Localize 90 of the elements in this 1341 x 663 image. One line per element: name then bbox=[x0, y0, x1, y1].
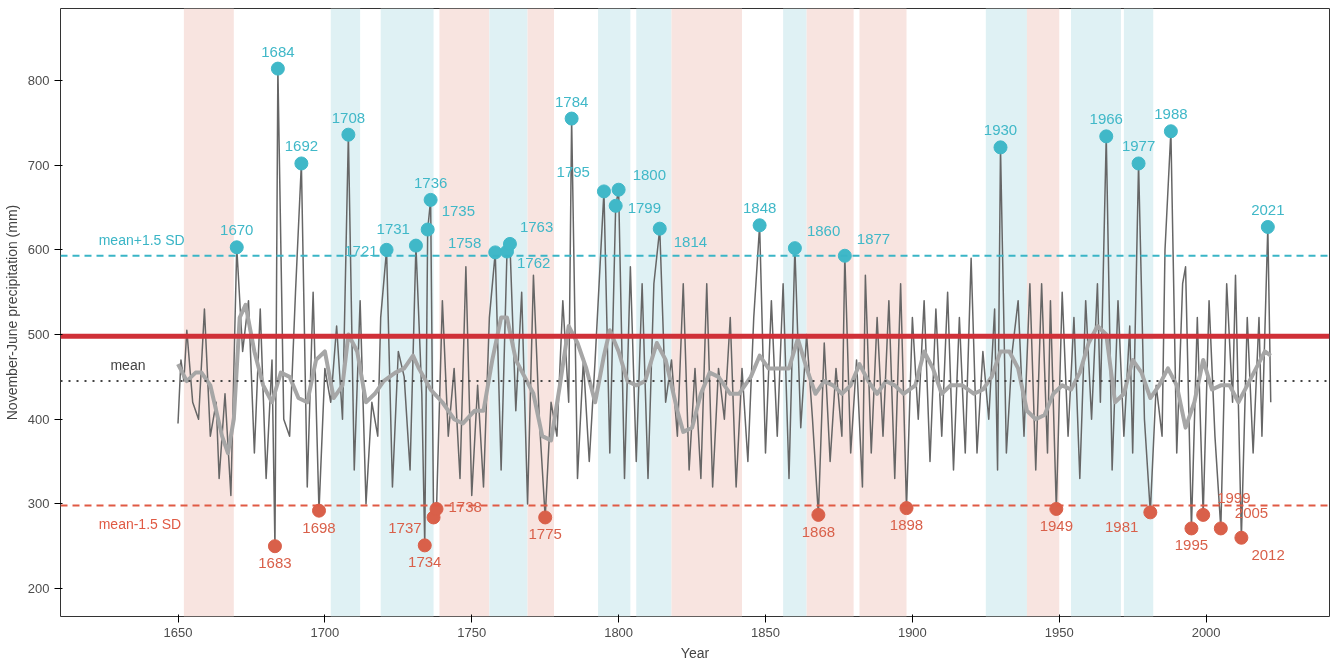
point bbox=[1049, 501, 1064, 516]
annotation: 1736 bbox=[413, 173, 448, 191]
annotation: 1737 bbox=[388, 519, 422, 537]
x-tick-label: 1800 bbox=[604, 624, 634, 640]
point bbox=[1260, 219, 1275, 234]
point bbox=[1234, 530, 1249, 545]
annotation: 1930 bbox=[983, 121, 1018, 139]
point bbox=[429, 501, 444, 516]
point bbox=[270, 61, 285, 76]
annotation: 1800 bbox=[632, 165, 666, 183]
point bbox=[341, 127, 356, 142]
y-tick-label: 500 bbox=[27, 327, 50, 343]
x-tick-label: 1900 bbox=[897, 624, 927, 640]
point bbox=[420, 222, 435, 237]
x-axis-title: Year bbox=[680, 644, 710, 661]
annotation: 1995 bbox=[1174, 536, 1209, 554]
y-tick-label: 400 bbox=[27, 411, 50, 427]
y-tick-label: 300 bbox=[27, 496, 50, 512]
annotation: 1981 bbox=[1104, 518, 1139, 536]
point bbox=[837, 248, 852, 263]
point bbox=[502, 236, 517, 251]
annotation: 2012 bbox=[1251, 545, 1285, 563]
annotation: 1868 bbox=[801, 522, 836, 540]
annotation: 1683 bbox=[258, 554, 292, 572]
point bbox=[564, 111, 579, 126]
annotation: 1738 bbox=[448, 497, 482, 515]
point bbox=[1143, 505, 1158, 520]
x-tick-label: 1700 bbox=[310, 624, 340, 640]
point bbox=[1196, 507, 1211, 522]
line-series bbox=[176, 302, 1273, 456]
y-tick-label: 700 bbox=[27, 157, 50, 173]
annotation: 1692 bbox=[284, 137, 319, 155]
annotation: 1731 bbox=[376, 219, 410, 237]
point bbox=[611, 182, 626, 197]
point bbox=[408, 238, 423, 253]
ref-line-label: mean-1.5 SD bbox=[98, 515, 182, 532]
y-tick-label: 600 bbox=[27, 242, 50, 258]
annotation: 1799 bbox=[627, 198, 662, 216]
annotation: 1898 bbox=[889, 516, 924, 534]
point bbox=[1213, 521, 1228, 536]
point bbox=[267, 539, 282, 554]
annotation: 1966 bbox=[1089, 110, 1123, 128]
point bbox=[423, 192, 438, 207]
y-tick-label: 800 bbox=[27, 72, 50, 88]
point bbox=[312, 503, 326, 518]
x-tick-label: 1650 bbox=[163, 624, 193, 640]
point bbox=[229, 240, 244, 255]
annotation: 1763 bbox=[519, 217, 554, 235]
point bbox=[417, 538, 432, 553]
point bbox=[899, 501, 914, 516]
point bbox=[652, 221, 667, 236]
annotation: 1758 bbox=[447, 234, 482, 252]
annotation: 1775 bbox=[528, 525, 562, 543]
annotation: 1860 bbox=[806, 222, 841, 240]
point bbox=[608, 198, 623, 213]
point bbox=[379, 242, 394, 257]
annotation: 1949 bbox=[1039, 516, 1073, 534]
x-tick-label: 1950 bbox=[1044, 624, 1074, 640]
point bbox=[752, 218, 767, 233]
annotation: 1708 bbox=[331, 108, 366, 126]
point bbox=[294, 156, 309, 171]
annotation: 1814 bbox=[673, 232, 708, 250]
point bbox=[811, 507, 826, 522]
annotation: 1977 bbox=[1121, 137, 1156, 155]
y-axis-title: November-June precipitation (mm) bbox=[3, 204, 20, 421]
x-tick-label: 1850 bbox=[751, 624, 780, 640]
ref-line-label: mean+1.5 SD bbox=[98, 231, 185, 248]
annotation: 2021 bbox=[1251, 200, 1285, 218]
y-tick-label: 200 bbox=[27, 581, 50, 597]
point bbox=[596, 184, 611, 199]
point bbox=[1099, 129, 1114, 144]
annotation: 1734 bbox=[408, 553, 442, 571]
annotation: 1877 bbox=[856, 229, 891, 247]
annotation: 1762 bbox=[517, 253, 551, 271]
annotation: 1988 bbox=[1154, 105, 1188, 123]
annotation: 1684 bbox=[261, 42, 295, 60]
ref-line-label: mean bbox=[110, 357, 146, 374]
annotation: 1735 bbox=[441, 201, 476, 219]
x-tick-label: 1750 bbox=[457, 624, 487, 640]
point bbox=[787, 241, 802, 256]
point bbox=[1163, 124, 1178, 139]
point bbox=[1184, 521, 1199, 536]
annotation: 1698 bbox=[302, 518, 336, 536]
point bbox=[538, 510, 553, 525]
x-tick-label: 2000 bbox=[1191, 624, 1221, 640]
annotation: 1670 bbox=[220, 221, 254, 239]
annotation: 1784 bbox=[554, 92, 589, 110]
annotation: 1848 bbox=[742, 199, 777, 217]
point bbox=[1131, 156, 1146, 171]
point bbox=[993, 140, 1008, 155]
